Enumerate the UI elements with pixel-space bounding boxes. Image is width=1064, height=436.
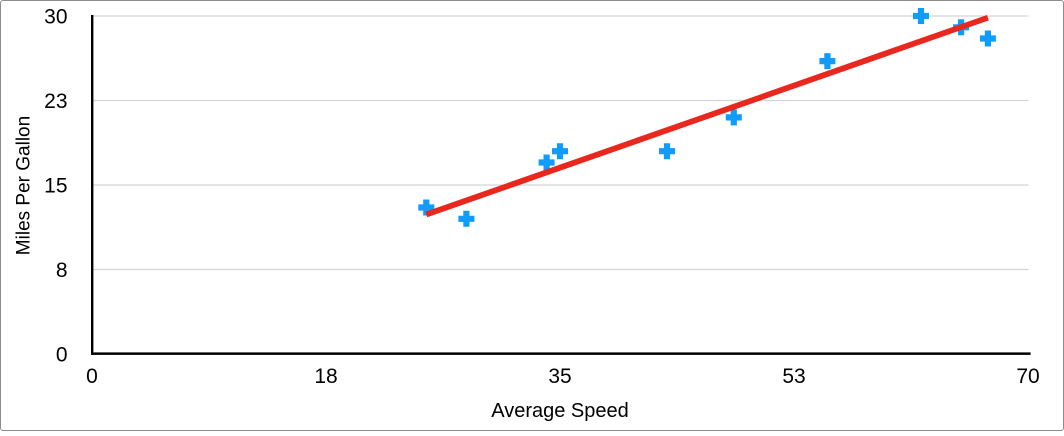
svg-text:8: 8 <box>56 259 68 282</box>
svg-text:0: 0 <box>86 365 98 388</box>
svg-text:35: 35 <box>548 365 571 388</box>
svg-text:23: 23 <box>44 90 67 113</box>
svg-text:0: 0 <box>56 344 68 367</box>
svg-text:70: 70 <box>1016 365 1039 388</box>
svg-text:30: 30 <box>44 6 67 29</box>
svg-text:18: 18 <box>314 365 337 388</box>
svg-text:Average Speed: Average Speed <box>491 400 629 422</box>
svg-text:53: 53 <box>782 365 805 388</box>
svg-text:Miles Per Gallon: Miles Per Gallon <box>14 116 35 255</box>
svg-text:15: 15 <box>44 175 67 198</box>
